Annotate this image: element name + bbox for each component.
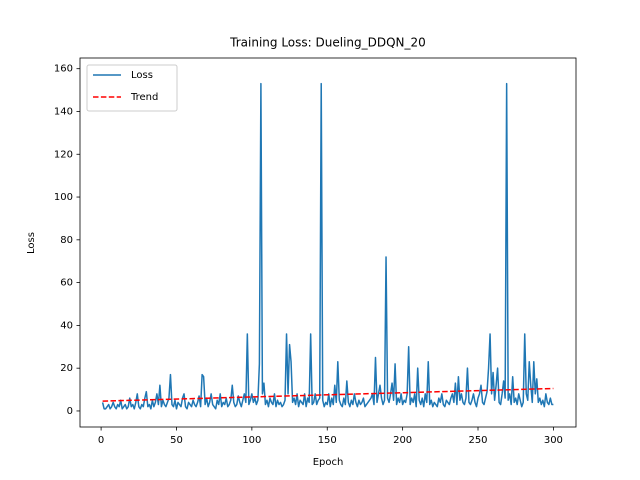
x-tick-label: 50 [170, 435, 183, 446]
x-tick-label: 100 [242, 435, 261, 446]
legend-label: Loss [131, 70, 153, 81]
y-tick-label: 120 [54, 149, 73, 160]
y-tick-label: 80 [60, 235, 73, 246]
series-line [102, 387, 554, 402]
x-tick-label: 0 [98, 435, 104, 446]
chart-title: Training Loss: Dueling_DDQN_20 [229, 36, 426, 50]
y-tick-label: 140 [54, 106, 73, 117]
x-tick-label: 200 [393, 435, 412, 446]
legend-label: Trend [130, 92, 158, 103]
series-line [101, 82, 554, 410]
plot-frame [79, 57, 577, 428]
y-tick-label: 60 [60, 278, 73, 289]
y-tick-label: 20 [60, 363, 73, 374]
x-tick-label: 300 [544, 435, 563, 446]
y-tick-label: 160 [54, 64, 73, 75]
y-tick-label: 0 [67, 406, 73, 417]
x-tick-label: 250 [468, 435, 487, 446]
x-tick-label: 150 [318, 435, 337, 446]
x-axis-label: Epoch [313, 457, 344, 468]
legend-box [86, 64, 178, 112]
y-tick-label: 100 [54, 192, 73, 203]
y-axis-label: Loss [26, 232, 37, 254]
y-tick-label: 40 [60, 320, 73, 331]
